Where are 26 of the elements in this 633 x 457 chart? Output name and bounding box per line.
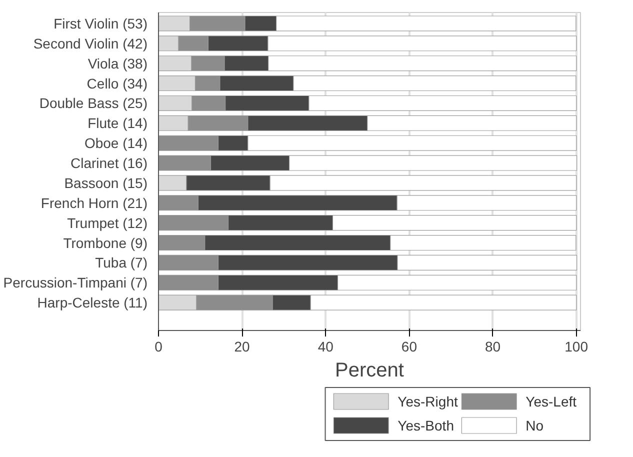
x-tick-label: 60 xyxy=(401,338,418,354)
y-tick-label: Trombone (9) xyxy=(63,234,148,251)
y-tick-label: Clarinet (16) xyxy=(70,155,148,172)
legend-label: Yes-Left xyxy=(526,394,577,410)
y-tick-label: Bassoon (15) xyxy=(64,174,148,191)
y-tick-label: Double Bass (25) xyxy=(39,95,148,112)
x-axis-title: Percent xyxy=(335,360,404,382)
y-tick-label: Percussion-Timpani (7) xyxy=(3,274,148,291)
x-tick-label: 80 xyxy=(484,338,501,354)
y-tick-label: French Horn (21) xyxy=(40,194,148,211)
y-tick-label: Harp-Celeste (11) xyxy=(37,294,148,311)
legend-label: No xyxy=(526,418,544,434)
y-tick-label: Trumpet (12) xyxy=(67,214,148,231)
x-tick-label: 20 xyxy=(234,338,250,354)
x-tick-label: 40 xyxy=(318,338,334,354)
legend-label: Yes-Right xyxy=(398,394,458,410)
y-tick-label: Cello (34) xyxy=(86,75,148,92)
x-tick-label: 0 xyxy=(154,338,163,354)
y-tick-label: Oboe (14) xyxy=(84,135,148,152)
y-tick-label: First Violin (53) xyxy=(54,15,148,32)
y-tick-label: Tuba (7) xyxy=(95,254,148,271)
legend-label: Yes-Both xyxy=(398,418,454,434)
y-tick-label: Viola (38) xyxy=(88,55,148,72)
y-tick-label: Flute (14) xyxy=(88,115,148,132)
x-tick-label: 100 xyxy=(564,338,588,354)
y-tick-label: Second Violin (42) xyxy=(33,35,148,52)
